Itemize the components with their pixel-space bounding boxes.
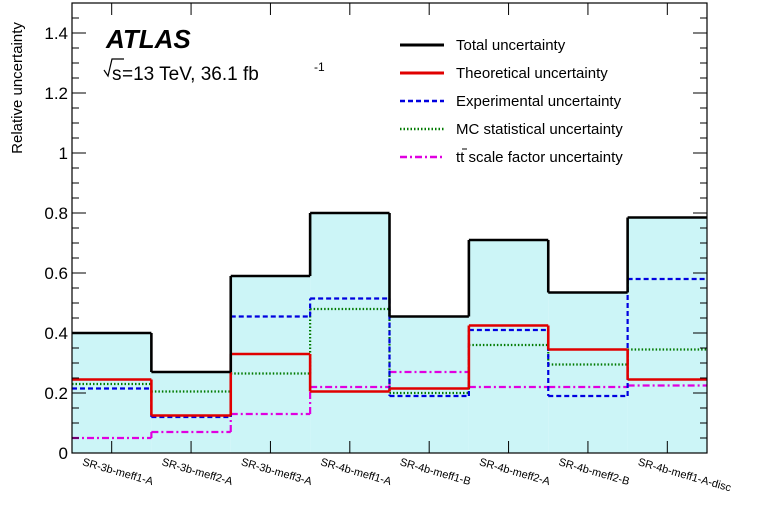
atlas-label: ATLAS [105, 24, 191, 54]
energy-luminosity-label: s =13 TeV, 36.1 fb -1 [103, 58, 325, 85]
total-fill-bin [151, 372, 231, 453]
category-label-4: SR-4b-meff1-B [398, 456, 472, 488]
total-fill-bin [548, 292, 628, 453]
category-label-0: SR-3b-meff1-A [81, 456, 155, 488]
energy-value-text: =13 TeV, 36.1 fb [122, 64, 259, 85]
legend-label-suffix: scale factor uncertainty [464, 149, 623, 166]
energy-s-text: s [112, 64, 122, 85]
x-category-labels: SR-3b-meff1-A SR-3b-meff2-A SR-3b-meff3-A S… [81, 456, 733, 494]
y-axis-label: Relative uncertainty [9, 22, 26, 154]
sqrt-symbol [103, 58, 124, 78]
y-tick-label: 0.4 [44, 324, 68, 343]
total-fill-bin [627, 217, 707, 453]
ticks-layer [72, 3, 707, 454]
category-label-2: SR-3b-meff3-A [240, 456, 314, 488]
total-uncertainty-fill-layer [72, 213, 707, 453]
category-label-5: SR-4b-meff2-A [478, 456, 552, 488]
y-tick-label: 0.2 [44, 384, 68, 403]
legend-label-2: Experimental uncertainty [456, 93, 622, 110]
legend: Total uncertainty Theoretical uncertainty… [400, 37, 623, 166]
y-tick-label: 1.4 [44, 24, 68, 43]
y-tick-label: 0.6 [44, 264, 68, 283]
total-fill-bin [389, 316, 469, 453]
y-tick-label: 1.2 [44, 84, 68, 103]
y-tick-labels: 0 0.2 0.4 0.6 0.8 1 1.2 1.4 [44, 24, 68, 463]
y-tick-label: 1 [59, 144, 68, 163]
total-fill-bin [310, 213, 390, 453]
legend-label-1: Theoretical uncertainty [456, 65, 608, 82]
legend-ttbar-text: tt [456, 149, 465, 166]
category-label-1: SR-3b-meff2-A [160, 456, 234, 488]
total-fill-bin [468, 240, 549, 453]
y-tick-label: 0 [59, 444, 68, 463]
y-tick-label: 0.8 [44, 204, 68, 223]
category-label-6: SR-4b-meff2-B [557, 456, 631, 488]
legend-label-3: MC statistical uncertainty [456, 121, 623, 138]
total-fill-bin [230, 276, 311, 453]
energy-exponent-text: -1 [314, 60, 325, 74]
category-label-7: SR-4b-meff1-A-disc [636, 456, 732, 494]
category-label-3: SR-4b-meff1-A [319, 456, 393, 488]
legend-label-0: Total uncertainty [456, 37, 566, 54]
legend-label-4: tt scale factor uncertainty [456, 149, 623, 166]
